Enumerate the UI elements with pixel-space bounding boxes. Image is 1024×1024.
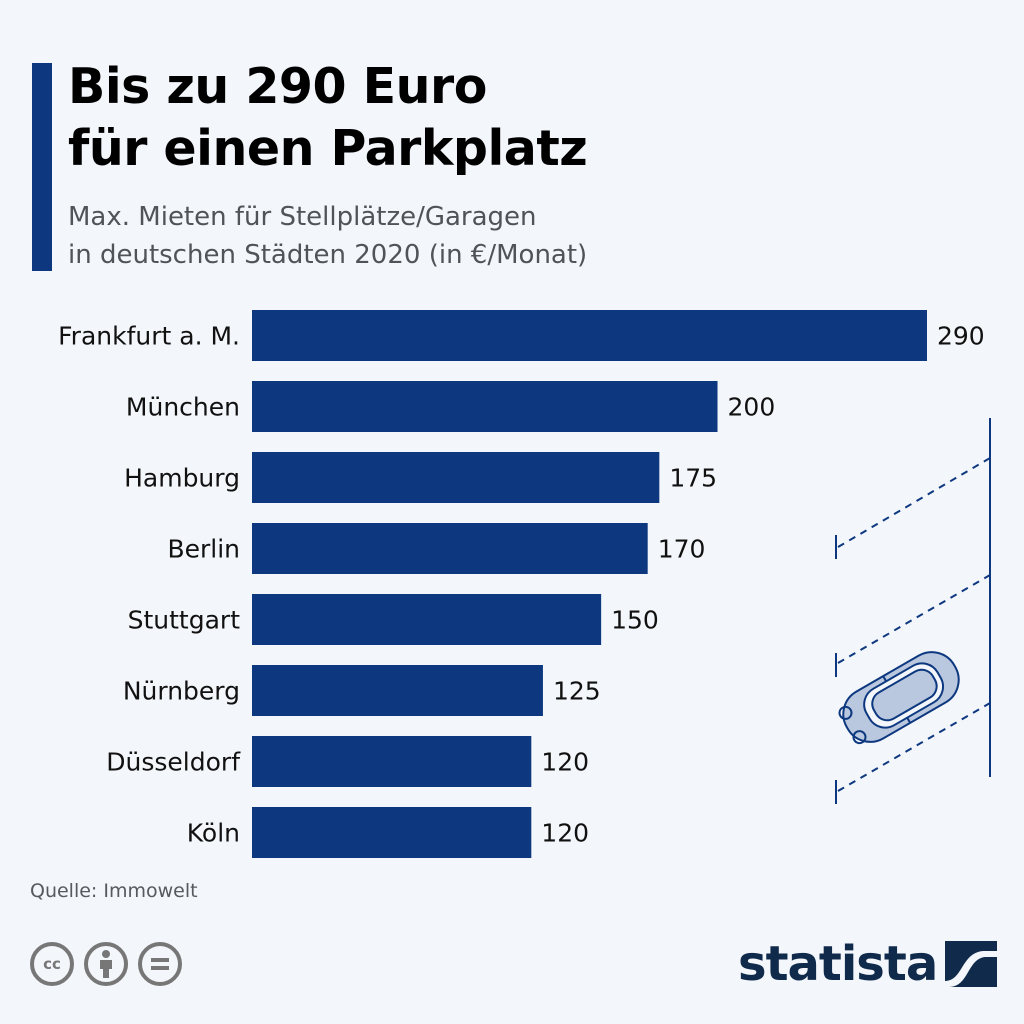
subtitle-line-2: in deutschen Städten 2020 (in €/Monat) xyxy=(68,240,588,270)
cc-icon[interactable]: cc xyxy=(30,942,74,986)
license-icons: cc xyxy=(30,942,182,986)
value-label: 125 xyxy=(553,677,601,706)
bar xyxy=(252,452,660,503)
logo-text: statista xyxy=(738,936,938,992)
bar xyxy=(252,310,927,361)
attribution-icon[interactable] xyxy=(84,942,128,986)
title-line-2: für einen Parkplatz xyxy=(68,120,588,177)
value-label: 200 xyxy=(728,393,776,422)
value-label: 120 xyxy=(541,748,589,777)
bar xyxy=(252,665,543,716)
category-label: Hamburg xyxy=(124,464,240,493)
category-label: Frankfurt a. M. xyxy=(58,322,240,351)
title-line-1: Bis zu 290 Euro xyxy=(68,58,487,115)
value-label: 150 xyxy=(611,606,659,635)
no-derivatives-icon[interactable] xyxy=(138,942,182,986)
value-label: 170 xyxy=(658,535,706,564)
chart-title: Bis zu 290 Euro für einen Parkplatz xyxy=(68,56,588,180)
statista-logo-mark-icon xyxy=(945,941,998,987)
category-label: Köln xyxy=(187,819,240,848)
source-note: Quelle: Immowelt xyxy=(30,880,198,902)
category-label: Nürnberg xyxy=(123,677,240,706)
chart-subtitle: Max. Mieten für Stellplätze/Garagen in d… xyxy=(68,198,587,274)
value-label: 120 xyxy=(541,819,589,848)
value-label: 175 xyxy=(669,464,717,493)
bar xyxy=(252,523,648,574)
category-label: Düsseldorf xyxy=(106,748,241,777)
bars-layer: Frankfurt a. M. 290 München 200 Hamburg 175 Be… xyxy=(58,310,985,858)
title-accent-bar xyxy=(32,63,52,271)
statista-logo[interactable]: statista xyxy=(738,936,998,992)
car-icon xyxy=(838,651,960,745)
person-glyph xyxy=(100,950,112,978)
category-label: München xyxy=(126,393,240,422)
parking-dashed-line-3 xyxy=(837,702,991,792)
subtitle-line-1: Max. Mieten für Stellplätze/Garagen xyxy=(68,202,537,232)
category-label: Berlin xyxy=(167,535,240,564)
bar xyxy=(252,807,532,858)
value-label: 290 xyxy=(937,322,985,351)
cc-icon-text: cc xyxy=(43,955,61,973)
equals-glyph xyxy=(151,958,169,970)
parking-dashed-line-1 xyxy=(837,457,991,548)
parking-dashed-line-2 xyxy=(837,574,991,664)
bar xyxy=(252,594,602,645)
parking-illustration xyxy=(835,418,991,804)
category-label: Stuttgart xyxy=(128,606,241,635)
bar xyxy=(252,736,532,787)
bar xyxy=(252,381,718,432)
